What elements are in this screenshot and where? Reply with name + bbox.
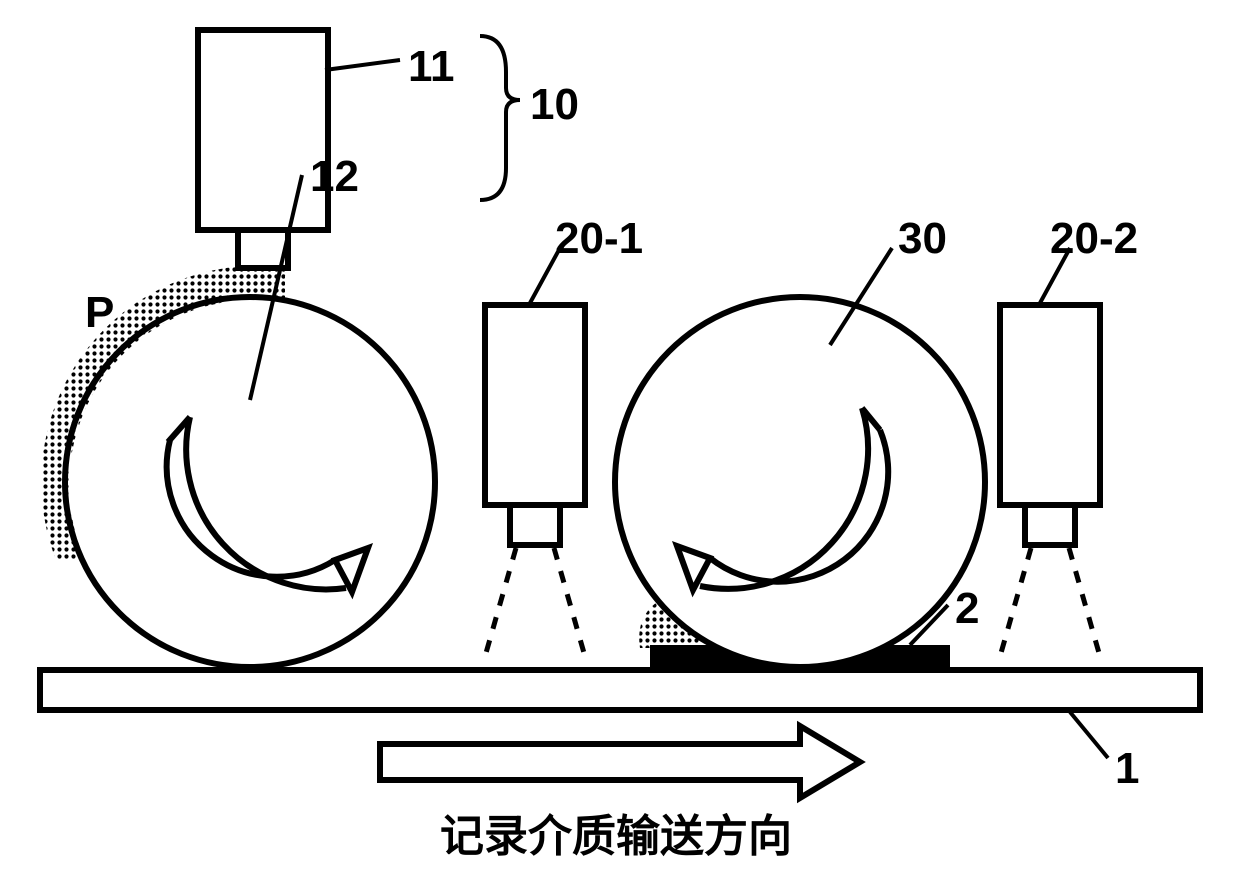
diagram-svg bbox=[0, 0, 1239, 894]
leader-1 bbox=[1070, 712, 1108, 758]
label-12: 12 bbox=[310, 152, 359, 202]
label-20-2: 20-2 bbox=[1050, 214, 1138, 264]
spray-20-2 bbox=[999, 548, 1101, 660]
roller-right bbox=[615, 297, 985, 667]
label-10: 10 bbox=[530, 80, 579, 130]
direction-arrow bbox=[380, 726, 860, 798]
label-1: 1 bbox=[1115, 744, 1139, 794]
conveyor-belt bbox=[40, 670, 1200, 710]
spray-20-1 bbox=[484, 548, 586, 660]
unit-20-1-nozzle bbox=[510, 505, 560, 545]
brace-10 bbox=[480, 36, 520, 200]
unit-20-1-body bbox=[485, 305, 585, 505]
dispenser-body bbox=[198, 30, 328, 230]
label-30: 30 bbox=[898, 214, 947, 264]
unit-20-2-body bbox=[1000, 305, 1100, 505]
caption-direction: 记录介质输送方向 bbox=[440, 800, 792, 864]
unit-20-2-nozzle bbox=[1025, 505, 1075, 545]
leader-11 bbox=[325, 60, 400, 70]
label-P: P bbox=[85, 288, 114, 338]
label-20-1: 20-1 bbox=[555, 214, 643, 264]
label-2: 2 bbox=[955, 584, 979, 634]
label-11: 11 bbox=[408, 42, 455, 92]
